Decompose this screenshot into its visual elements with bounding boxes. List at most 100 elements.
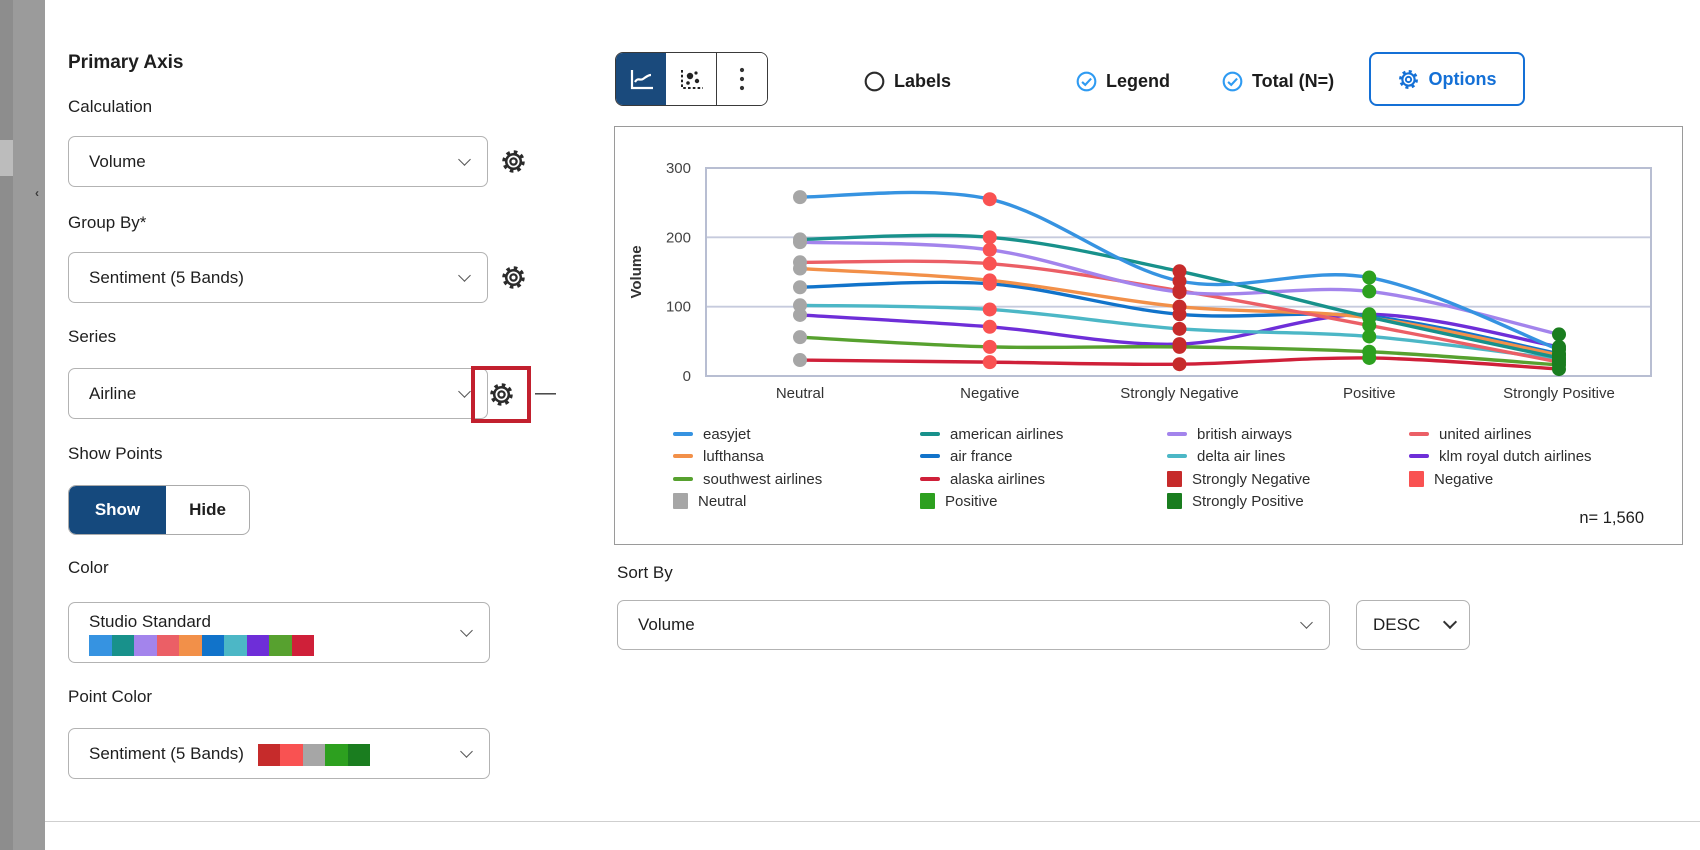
- data-point[interactable]: [1362, 329, 1377, 344]
- remove-series-icon[interactable]: —: [535, 381, 556, 404]
- calculation-settings-gear-icon[interactable]: [501, 149, 526, 174]
- series-dropdown[interactable]: Airline: [68, 368, 488, 419]
- color-swatch: [325, 744, 348, 766]
- data-point[interactable]: [1172, 321, 1187, 336]
- total-toggle[interactable]: Total (N=): [1222, 68, 1334, 94]
- show-points-label: Show Points: [68, 444, 163, 463]
- legend-item[interactable]: Neutral: [673, 490, 746, 512]
- group-by-dropdown[interactable]: Sentiment (5 Bands): [68, 252, 488, 303]
- legend-item[interactable]: air france: [920, 445, 1013, 467]
- side-panel-scroll-thumb[interactable]: [0, 140, 13, 176]
- legend-item[interactable]: Negative: [1409, 468, 1493, 490]
- sort-by-dropdown[interactable]: Volume: [617, 600, 1330, 650]
- legend-item[interactable]: southwest airlines: [673, 468, 822, 490]
- data-point[interactable]: [793, 232, 807, 247]
- data-point[interactable]: [1552, 342, 1566, 357]
- data-point[interactable]: [1172, 285, 1187, 300]
- legend-item[interactable]: american airlines: [920, 423, 1063, 445]
- group-by-value: Sentiment (5 Bands): [89, 267, 244, 287]
- data-point[interactable]: [793, 330, 807, 345]
- legend-item[interactable]: united airlines: [1409, 423, 1532, 445]
- legend-item-label: Strongly Positive: [1192, 492, 1304, 510]
- legend-item[interactable]: alaska airlines: [920, 468, 1045, 490]
- data-point[interactable]: [1172, 264, 1187, 279]
- unchecked-circle-icon: [864, 71, 885, 91]
- calculation-dropdown[interactable]: Volume: [68, 136, 488, 187]
- line-chart-type-button[interactable]: [616, 53, 666, 105]
- legend-item[interactable]: Positive: [920, 490, 998, 512]
- chevron-down-icon: [460, 744, 473, 758]
- data-point[interactable]: [982, 355, 997, 370]
- data-point[interactable]: [982, 273, 997, 288]
- point-color-label: Point Color: [68, 687, 153, 706]
- data-point[interactable]: [1172, 299, 1187, 314]
- data-point[interactable]: [982, 339, 997, 354]
- checked-circle-icon: [1076, 71, 1097, 91]
- data-point[interactable]: [793, 280, 807, 295]
- legend-line-swatch: [673, 432, 693, 436]
- legend-square-swatch: [1167, 471, 1182, 487]
- section-divider: [45, 821, 1700, 822]
- point-color-dropdown[interactable]: Sentiment (5 Bands): [68, 728, 490, 779]
- show-points-hide-button[interactable]: Hide: [189, 500, 226, 519]
- data-point[interactable]: [1362, 310, 1377, 325]
- data-point[interactable]: [982, 319, 997, 334]
- side-panel-edge: [0, 0, 13, 850]
- legend-item[interactable]: lufthansa: [673, 445, 764, 467]
- data-point[interactable]: [793, 298, 807, 313]
- color-value: Studio Standard: [89, 611, 211, 631]
- sort-direction-select[interactable]: DESC: [1356, 600, 1470, 650]
- point-color-value: Sentiment (5 Bands): [89, 743, 244, 763]
- panel-collapse-arrow-icon[interactable]: ‹: [35, 186, 39, 200]
- legend-square-swatch: [1409, 471, 1424, 487]
- labels-toggle[interactable]: Labels: [864, 68, 951, 94]
- data-point[interactable]: [982, 230, 997, 245]
- data-point[interactable]: [1172, 339, 1187, 354]
- data-point[interactable]: [1172, 357, 1187, 372]
- data-point[interactable]: [982, 256, 997, 271]
- data-point[interactable]: [1362, 284, 1377, 299]
- legend-item[interactable]: Strongly Negative: [1167, 468, 1310, 490]
- scatter-chart-icon: [680, 69, 703, 89]
- data-point[interactable]: [793, 307, 807, 322]
- legend-line-swatch: [920, 454, 940, 458]
- sort-by-label: Sort By: [617, 563, 673, 582]
- x-tick-label: Strongly Negative: [1120, 385, 1238, 402]
- data-point[interactable]: [1362, 344, 1377, 359]
- legend-item[interactable]: easyjet: [673, 423, 751, 445]
- legend-item[interactable]: Strongly Positive: [1167, 490, 1304, 512]
- chart-type-more-button[interactable]: [716, 53, 767, 105]
- options-button[interactable]: Options: [1369, 52, 1525, 106]
- series-settings-gear-icon[interactable]: [489, 382, 514, 407]
- data-point[interactable]: [793, 190, 807, 205]
- chevron-down-icon: [1300, 616, 1313, 629]
- volume-line-chart[interactable]: 0 100 200 300 Volume Neutral Negative Strongly …: [615, 127, 1684, 417]
- series-label: Series: [68, 327, 117, 346]
- legend-item-label: delta air lines: [1197, 447, 1286, 465]
- color-swatch: [291, 634, 314, 656]
- data-point[interactable]: [982, 242, 997, 257]
- data-point[interactable]: [1362, 270, 1377, 285]
- legend-line-swatch: [1167, 432, 1187, 436]
- legend-item-label: klm royal dutch airlines: [1439, 447, 1592, 465]
- data-point[interactable]: [793, 255, 807, 270]
- x-tick-label: Negative: [960, 385, 1019, 402]
- color-dropdown[interactable]: Studio Standard: [68, 602, 490, 663]
- calculation-value: Volume: [89, 151, 146, 171]
- scatter-chart-type-button[interactable]: [666, 53, 716, 105]
- x-tick-label: Neutral: [776, 385, 824, 402]
- data-point[interactable]: [1552, 327, 1566, 342]
- legend-item[interactable]: klm royal dutch airlines: [1409, 445, 1592, 467]
- data-point[interactable]: [793, 353, 807, 368]
- group-by-settings-gear-icon[interactable]: [501, 265, 526, 290]
- legend-item-label: british airways: [1197, 425, 1293, 443]
- data-point[interactable]: [982, 192, 997, 207]
- chevron-down-icon: [460, 623, 473, 637]
- legend-item[interactable]: delta air lines: [1167, 445, 1285, 467]
- legend-item[interactable]: british airways: [1167, 423, 1292, 445]
- data-point[interactable]: [982, 302, 997, 317]
- data-point[interactable]: [1172, 274, 1187, 289]
- gear-icon: [1398, 69, 1419, 90]
- show-points-show-button[interactable]: Show: [69, 486, 166, 534]
- legend-toggle[interactable]: Legend: [1076, 68, 1170, 94]
